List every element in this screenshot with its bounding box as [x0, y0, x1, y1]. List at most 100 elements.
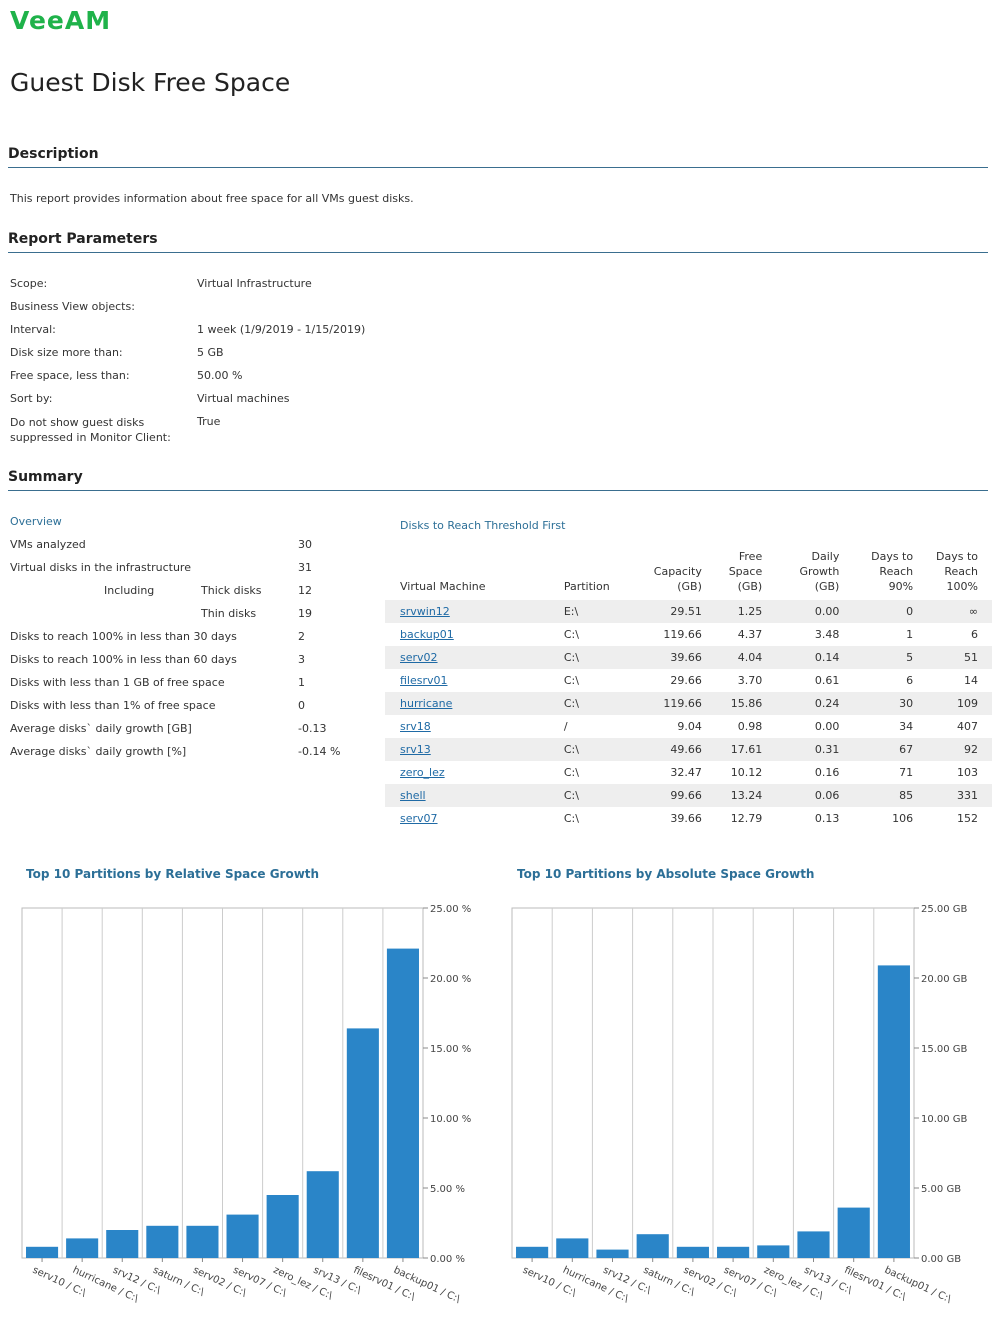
- y-tick-label: 10.00 %: [430, 1114, 471, 1125]
- table-cell: 4.37: [737, 628, 763, 641]
- param-value: Virtual Infrastructure: [197, 277, 312, 290]
- table-cell: 0.61: [814, 674, 840, 687]
- table-cell: 49.66: [635, 738, 716, 761]
- table-row: serv02 C:\ 39.66 4.04 0.14 5 51: [385, 646, 992, 669]
- threshold-header-row: Virtual Machine Partition Capacity (GB) …: [385, 538, 992, 600]
- vm-link-cell[interactable]: srv13: [385, 738, 564, 761]
- overview-label: Disks with less than 1% of free space: [10, 699, 216, 712]
- table-cell: 29.66: [670, 674, 702, 687]
- vm-link-cell[interactable]: shell: [385, 784, 564, 807]
- threshold-table: Virtual Machine Partition Capacity (GB) …: [385, 538, 992, 830]
- y-tick-label: 15.00 %: [430, 1044, 471, 1055]
- table-cell: C:\: [563, 784, 636, 807]
- vm-link-cell[interactable]: zero_lez: [385, 761, 564, 784]
- table-cell: 0.24: [776, 692, 854, 715]
- table-row: filesrv01 C:\ 29.66 3.70 0.61 6 14: [385, 669, 992, 692]
- table-cell: 10.12: [730, 766, 763, 779]
- table-cell: 9.04: [677, 720, 702, 733]
- description-text: This report provides information about f…: [10, 192, 414, 205]
- table-cell: 39.66: [670, 812, 702, 825]
- y-tick-label: 0.00 %: [430, 1254, 465, 1265]
- table-cell: /: [563, 720, 568, 733]
- param-label: Scope:: [10, 277, 48, 290]
- page-title: Guest Disk Free Space: [10, 68, 291, 97]
- vm-link-cell[interactable]: filesrv01: [385, 669, 564, 692]
- table-cell: 0.00: [814, 720, 840, 733]
- table-cell: 3.48: [814, 628, 840, 641]
- description-heading: Description: [8, 146, 988, 168]
- table-cell: 1.25: [715, 600, 777, 623]
- param-label: Sort by:: [10, 392, 53, 405]
- vm-link-cell[interactable]: hurricane: [385, 692, 564, 715]
- vm-link[interactable]: srv13: [400, 743, 431, 756]
- threshold-title: Disks to Reach Threshold First: [400, 519, 566, 532]
- table-cell: 119.66: [635, 692, 716, 715]
- overview-label: Disks to reach 100% in less than 60 days: [10, 653, 237, 666]
- column-header: Partition: [563, 580, 610, 593]
- vm-link[interactable]: shell: [400, 789, 426, 802]
- vm-link-cell[interactable]: serv07: [385, 807, 564, 830]
- column-header: Free Space (GB): [728, 550, 763, 593]
- table-cell: 39.66: [635, 646, 716, 669]
- vm-link[interactable]: backup01: [400, 628, 454, 641]
- overview-value: 0: [298, 699, 305, 712]
- bar: [266, 1195, 299, 1258]
- column-header: Daily Growth (GB): [799, 550, 840, 593]
- table-row: hurricane C:\ 119.66 15.86 0.24 30 109: [385, 692, 992, 715]
- table-row: zero_lez C:\ 32.47 10.12 0.16 71 103: [385, 761, 992, 784]
- summary-heading: Summary: [8, 469, 988, 491]
- vm-link[interactable]: filesrv01: [400, 674, 448, 687]
- vm-link-cell[interactable]: srvwin12: [385, 600, 564, 623]
- overview-label: VMs analyzed: [10, 538, 86, 551]
- overview-value: 1: [298, 676, 305, 689]
- table-cell: 6: [971, 628, 978, 641]
- bar: [186, 1225, 219, 1258]
- param-label: Disk size more than:: [10, 346, 123, 359]
- bar: [66, 1238, 99, 1258]
- overview-value: 2: [298, 630, 305, 643]
- threshold-table-body: srvwin12 E:\ 29.51 1.25 0.00 0 ∞ backup01 C:\ 119…: [385, 600, 992, 830]
- vm-link[interactable]: srvwin12: [400, 605, 450, 618]
- y-tick-label: 20.00 %: [430, 974, 471, 985]
- vm-link-cell[interactable]: serv02: [385, 646, 564, 669]
- table-cell: 92: [927, 738, 992, 761]
- param-value: 5 GB: [197, 346, 224, 359]
- vm-link[interactable]: hurricane: [400, 697, 453, 710]
- overview-label: Disks to reach 100% in less than 30 days: [10, 630, 237, 643]
- bar: [757, 1245, 790, 1258]
- overview-value: 12: [298, 584, 312, 597]
- bar: [837, 1207, 870, 1258]
- vm-link[interactable]: zero_lez: [400, 766, 445, 779]
- param-value: 50.00 %: [197, 369, 243, 382]
- table-row: srv18 / 9.04 0.98 0.00 34 407: [385, 715, 992, 738]
- vm-link[interactable]: srv18: [400, 720, 431, 733]
- table-cell: 85: [853, 784, 928, 807]
- bar: [636, 1234, 669, 1258]
- overview-label: Average disks` daily growth [%]: [10, 745, 187, 758]
- overview-label: Virtual disks in the infrastructure: [10, 561, 191, 574]
- table-cell: 13.24: [715, 784, 777, 807]
- table-cell: 0.14: [776, 646, 854, 669]
- table-cell: C:\: [563, 812, 579, 825]
- vm-link-cell[interactable]: srv18: [385, 715, 564, 738]
- table-cell: 67: [853, 738, 928, 761]
- table-cell: 0.98: [737, 720, 763, 733]
- table-row: shell C:\ 99.66 13.24 0.06 85 331: [385, 784, 992, 807]
- table-cell: 71: [899, 766, 914, 779]
- overview-label: Including: [104, 584, 155, 597]
- bar: [306, 1171, 339, 1258]
- table-cell: 6: [906, 674, 914, 687]
- vm-link[interactable]: serv07: [400, 812, 438, 825]
- table-cell: C:\: [563, 692, 636, 715]
- bar: [26, 1246, 59, 1258]
- vm-link-cell[interactable]: backup01: [385, 623, 564, 646]
- column-header: Days to Reach 100%: [936, 550, 978, 593]
- table-cell: 99.66: [635, 784, 716, 807]
- overview-value: 30: [298, 538, 312, 551]
- relative-growth-chart: 0.00 % 5.00 % 10.00 % 15.00 % 20.00 % 25.00 %…: [21, 904, 471, 1306]
- table-cell: 331: [927, 784, 992, 807]
- table-cell: 0: [853, 600, 928, 623]
- vm-link[interactable]: serv02: [400, 651, 438, 664]
- y-tick-label: 25.00 %: [430, 904, 471, 915]
- table-cell: 0.31: [776, 738, 854, 761]
